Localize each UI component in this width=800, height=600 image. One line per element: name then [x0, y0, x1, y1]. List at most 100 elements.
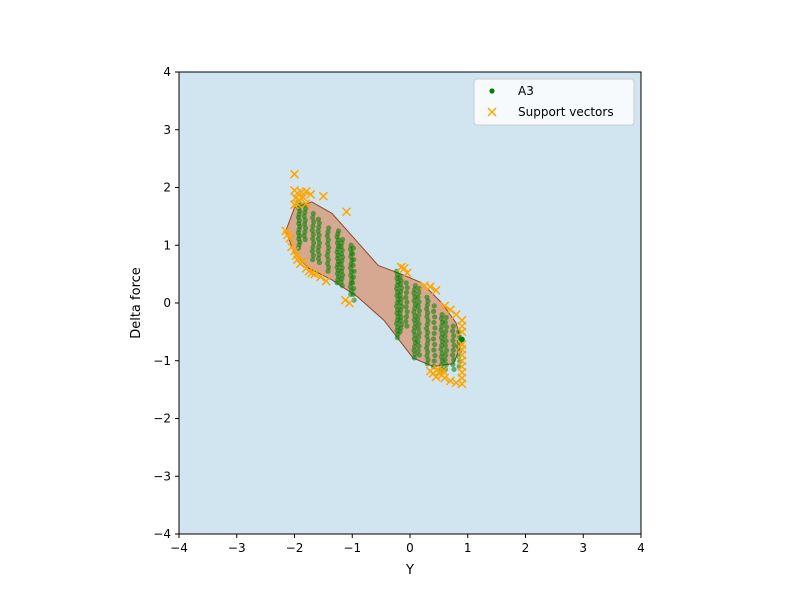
a3-point	[326, 264, 332, 270]
a3-point	[424, 345, 430, 351]
a3-point	[430, 308, 437, 314]
a3-point	[425, 318, 431, 324]
a3-point	[416, 321, 422, 327]
a3-point	[424, 333, 430, 339]
a3-point	[325, 248, 331, 255]
support-vector-point	[307, 268, 317, 278]
series-support-vectors	[281, 169, 467, 389]
support-vector-point	[306, 189, 316, 199]
support-vector-stroke	[433, 364, 443, 374]
a3-point	[316, 220, 323, 226]
a3-point	[432, 325, 438, 331]
a3-point	[438, 327, 444, 333]
x-tick-label: −3	[228, 541, 246, 555]
support-vector-point	[431, 285, 441, 295]
support-vector-point	[310, 269, 320, 279]
a3-point	[450, 347, 456, 353]
a3-point	[309, 248, 315, 254]
x-tick-label: −4	[170, 541, 188, 555]
a3-point	[325, 241, 331, 247]
a3-point	[324, 252, 330, 259]
support-vector-stroke	[307, 268, 317, 278]
a3-point	[430, 363, 437, 370]
a3-point	[431, 303, 437, 309]
x-tick-label: −1	[343, 541, 361, 555]
a3-point	[350, 262, 356, 269]
a3-point	[351, 285, 357, 292]
support-vector-point	[344, 298, 354, 308]
support-vector-stroke	[306, 189, 316, 199]
support-vector-stroke	[396, 262, 406, 272]
support-vector-point	[425, 366, 435, 376]
support-vector-point	[301, 199, 311, 209]
a3-point	[316, 252, 322, 258]
a3-point	[416, 308, 422, 314]
support-vector-stroke	[341, 207, 352, 217]
support-vector-stroke	[301, 187, 311, 197]
support-vector-point	[301, 187, 311, 197]
a3-point	[310, 236, 316, 242]
a3-point	[415, 303, 421, 309]
a3-point	[316, 224, 322, 230]
plot-area	[179, 72, 641, 534]
legend-a3-marker	[489, 88, 495, 94]
a3-point	[315, 216, 322, 222]
a3-point	[450, 362, 456, 368]
a3-point	[451, 342, 457, 348]
support-vector-stroke	[445, 305, 455, 315]
a3-point	[450, 323, 456, 329]
support-vector-point	[315, 272, 326, 282]
support-vector-stroke	[344, 298, 354, 308]
a3-point	[351, 268, 357, 274]
a3-point	[424, 306, 430, 312]
a3-point	[416, 330, 422, 336]
a3-point	[431, 330, 437, 337]
support-vector-stroke	[289, 200, 300, 210]
a3-point	[325, 237, 331, 243]
legend-box	[473, 78, 635, 126]
a3-point	[403, 294, 409, 300]
a3-point	[425, 357, 431, 363]
y-tick-label: −4	[153, 527, 171, 541]
legend-sv-label: Support vectors	[518, 105, 614, 119]
a3-point	[302, 229, 308, 235]
a3-point	[438, 315, 445, 321]
support-vector-point	[340, 295, 350, 305]
support-vector-point	[341, 207, 352, 217]
a3-point	[310, 223, 316, 229]
a3-point	[350, 280, 356, 286]
support-vector-stroke	[283, 230, 293, 240]
y-tick-label: −1	[153, 354, 171, 368]
a3-point	[415, 294, 421, 301]
a3-point	[325, 229, 331, 235]
a3-point	[432, 341, 438, 348]
legend: A3 Support vectors	[473, 78, 635, 126]
a3-point	[335, 228, 342, 234]
support-vector-point	[321, 276, 331, 286]
a3-point	[424, 302, 430, 308]
support-vector-stroke	[340, 295, 350, 305]
support-vector-point	[318, 191, 328, 201]
support-vector-stroke	[318, 191, 328, 201]
a3-point	[404, 299, 410, 305]
a3-point	[424, 325, 430, 332]
support-vector-point	[289, 200, 300, 210]
a3-point	[443, 314, 449, 321]
a3-point	[450, 337, 456, 344]
support-vector-stroke	[399, 263, 409, 273]
a3-point	[425, 337, 431, 343]
a3-point	[339, 236, 346, 243]
a3-point	[351, 257, 357, 263]
axes: −4 −3 −2 −1 0 1 2 3 4 −4 −3 −2 −1 0 1 2 3 4	[153, 65, 645, 555]
support-vector-stroke	[451, 310, 461, 320]
a3-point	[425, 298, 431, 304]
a3-point	[451, 366, 457, 373]
a3-point	[450, 328, 456, 334]
a3-point	[424, 321, 430, 328]
support-vector-point	[438, 366, 449, 376]
support-vector-point	[287, 242, 297, 252]
a3-point	[403, 304, 409, 310]
a3-point	[424, 353, 430, 359]
support-vector-stroke	[451, 378, 461, 388]
a3-point	[443, 347, 450, 354]
